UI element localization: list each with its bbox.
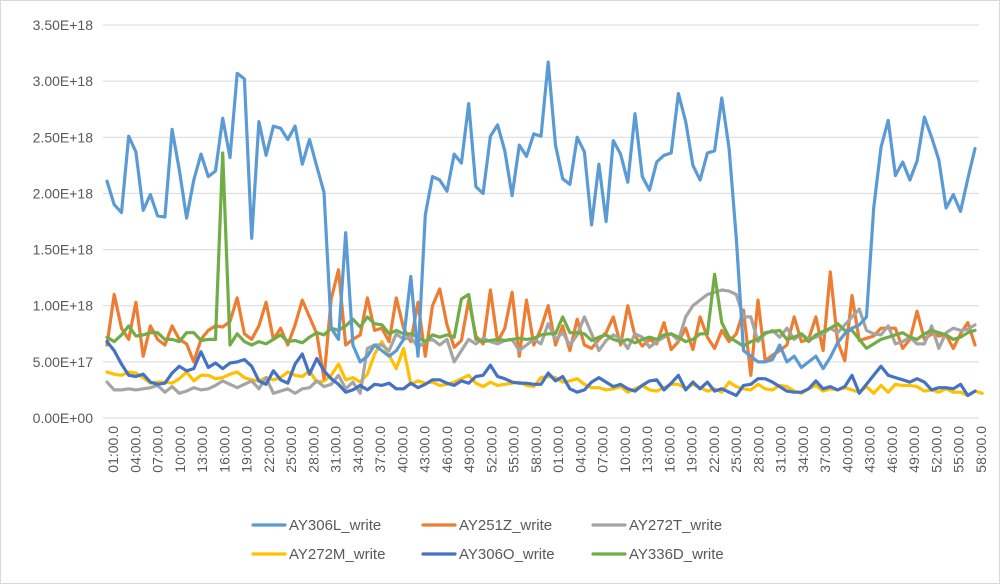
x-tick-label: 16:00.0	[216, 426, 232, 473]
series-line-ay251z-write	[105, 268, 977, 381]
legend-item: AY306O_write	[421, 546, 555, 563]
x-tick-label: 13:00.0	[639, 426, 655, 473]
x-tick-label: 43:00.0	[417, 426, 433, 473]
series-line-ay306l-write	[105, 60, 977, 371]
x-tick-label: 46:00.0	[884, 426, 900, 473]
series-line-ay306o-write	[105, 340, 977, 398]
x-tick-label: 28:00.0	[750, 426, 766, 473]
legend-item: AY306L_write	[251, 517, 381, 534]
x-tick-label: 22:00.0	[261, 426, 277, 473]
gridlines	[103, 24, 979, 419]
series-line-ay336d-write	[105, 151, 977, 350]
y-tick-label: 2.00E+18	[33, 185, 94, 201]
y-tick-label: 0.00E+00	[33, 410, 94, 426]
plot-area	[105, 60, 984, 398]
x-tick-label: 37:00.0	[372, 426, 388, 473]
x-tick-label: 40:00.0	[840, 426, 856, 473]
x-tick-label: 19:00.0	[684, 426, 700, 473]
x-tick-label: 10:00.0	[617, 426, 633, 473]
x-tick-label: 37:00.0	[817, 426, 833, 473]
y-tick-label: 1.50E+18	[33, 242, 94, 258]
x-tick-label: 31:00.0	[773, 426, 789, 473]
x-tick-label: 07:00.0	[595, 426, 611, 473]
x-tick-label: 46:00.0	[439, 426, 455, 473]
y-tick-label: 3.00E+18	[33, 73, 94, 89]
x-tick-label: 10:00.0	[172, 426, 188, 473]
legend-label: AY251Z_write	[459, 517, 552, 534]
x-tick-label: 52:00.0	[483, 426, 499, 473]
y-tick-label: 5.00E+17	[33, 354, 94, 370]
x-tick-label: 43:00.0	[862, 426, 878, 473]
legend-item: AY251Z_write	[421, 517, 552, 534]
x-tick-label: 01:00.0	[105, 426, 121, 473]
x-tick-label: 49:00.0	[461, 426, 477, 473]
x-tick-label: 01:00.0	[550, 426, 566, 473]
y-tick-label: 2.50E+18	[33, 129, 94, 145]
x-tick-label: 55:00.0	[506, 426, 522, 473]
x-tick-label: 28:00.0	[305, 426, 321, 473]
legend-label: AY272T_write	[629, 517, 722, 534]
legend-label: AY272M_write	[289, 546, 385, 563]
x-tick-label: 07:00.0	[150, 426, 166, 473]
legend-label: AY306O_write	[459, 546, 555, 563]
x-tick-label: 55:00.0	[951, 426, 967, 473]
legend-label: AY306L_write	[289, 517, 381, 534]
x-tick-label: 19:00.0	[239, 426, 255, 473]
y-tick-label: 3.50E+18	[33, 17, 94, 33]
legend-item: AY336D_write	[591, 546, 724, 563]
x-tick-label: 13:00.0	[194, 426, 210, 473]
x-tick-label: 58:00.0	[973, 426, 989, 473]
x-tick-label: 22:00.0	[706, 426, 722, 473]
x-tick-label: 34:00.0	[350, 426, 366, 473]
x-tick-label: 31:00.0	[328, 426, 344, 473]
x-tick-label: 58:00.0	[528, 426, 544, 473]
x-tick-label: 04:00.0	[127, 426, 143, 473]
y-tick-label: 1.00E+18	[33, 298, 94, 314]
legend-label: AY336D_write	[629, 546, 724, 563]
legend: AY306L_write AY251Z_write AY272T_write AY27…	[251, 517, 724, 563]
x-tick-label: 25:00.0	[283, 426, 299, 473]
x-tick-label: 25:00.0	[728, 426, 744, 473]
y-axis-tick-labels: 0.00E+00 5.00E+17 1.00E+18 1.50E+18 2.00E+18…	[33, 17, 94, 426]
x-axis-tick-labels: 01:00.0 04:00.0 07:00.0 10:00.0 13:00.0 16:00…	[105, 426, 989, 473]
x-tick-label: 52:00.0	[929, 426, 945, 473]
legend-item: AY272T_write	[591, 517, 722, 534]
x-tick-label: 40:00.0	[394, 426, 410, 473]
x-tick-label: 34:00.0	[795, 426, 811, 473]
legend-item: AY272M_write	[251, 546, 385, 563]
x-tick-label: 04:00.0	[572, 426, 588, 473]
x-tick-label: 49:00.0	[906, 426, 922, 473]
x-tick-label: 16:00.0	[661, 426, 677, 473]
